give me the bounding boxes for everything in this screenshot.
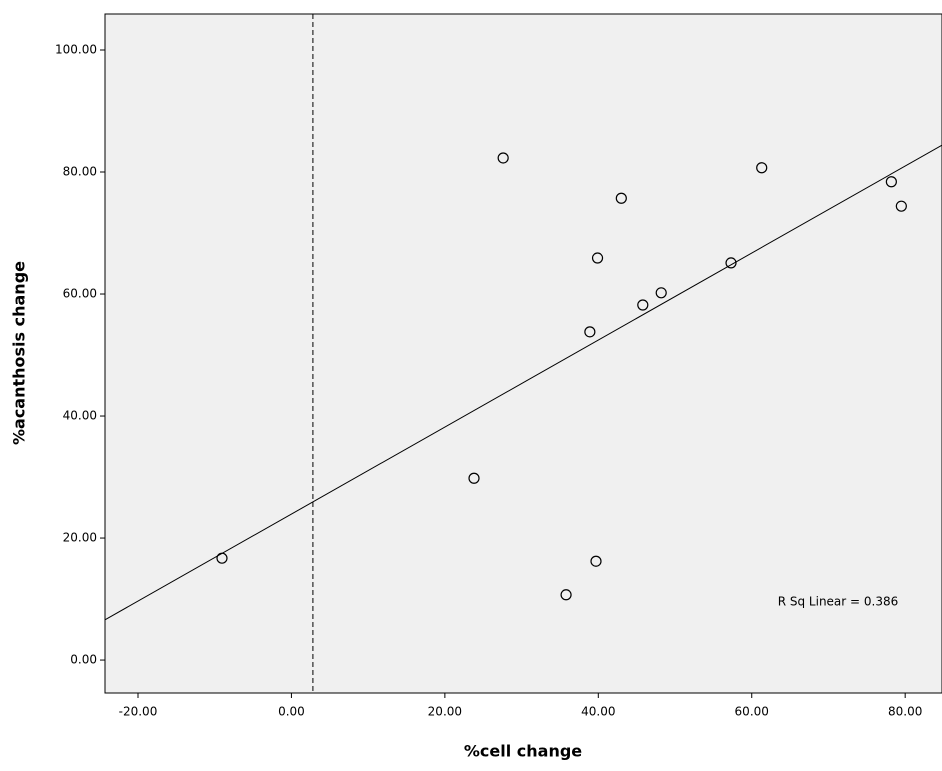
x-tick-label: 60.00	[735, 705, 769, 719]
y-tick-label: 40.00	[63, 409, 97, 423]
x-axis-label: %cell change	[464, 742, 582, 761]
y-tick-label: 20.00	[63, 531, 97, 545]
x-tick-label: 20.00	[428, 705, 462, 719]
x-tick-label: -20.00	[119, 705, 158, 719]
y-tick-label: 80.00	[63, 165, 97, 179]
annotation: R Sq Linear = 0.386	[778, 595, 899, 609]
y-tick-label: 100.00	[55, 42, 97, 56]
y-tick-label: 60.00	[63, 287, 97, 301]
x-tick-label: 80.00	[888, 705, 922, 719]
x-tick-label: 40.00	[581, 705, 615, 719]
x-tick-label: 0.00	[278, 705, 305, 719]
chart: %cell change %acanthosis change R Sq Lin…	[0, 0, 942, 767]
y-axis-label: %acanthosis change	[10, 261, 29, 445]
y-tick-label: 0.00	[70, 653, 97, 667]
plot-area	[105, 14, 942, 693]
